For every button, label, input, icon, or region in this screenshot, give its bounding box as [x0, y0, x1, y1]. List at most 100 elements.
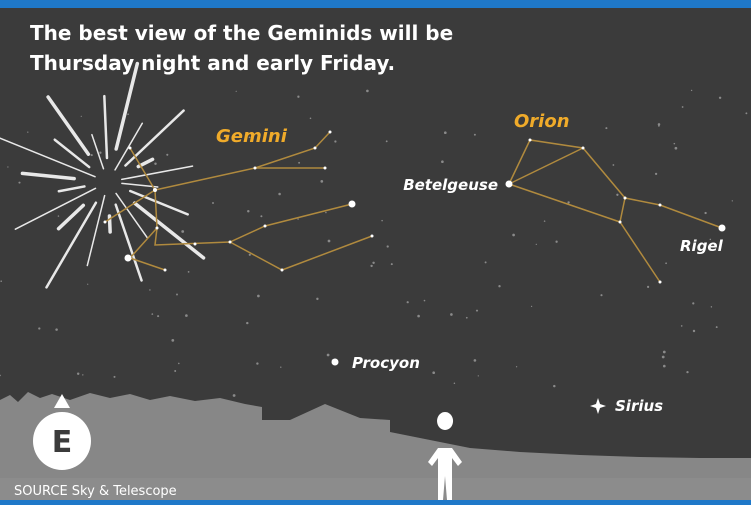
star: [659, 281, 662, 284]
background-star: [127, 113, 129, 115]
background-star: [485, 261, 487, 263]
star: [164, 269, 167, 272]
background-star: [260, 215, 262, 217]
background-star: [154, 163, 156, 165]
star: [129, 147, 132, 150]
background-star: [663, 365, 666, 368]
background-star: [58, 215, 59, 216]
background-star: [246, 322, 248, 324]
star: [529, 139, 532, 142]
title-line: Thursday night and early Friday.: [30, 51, 395, 75]
background-star: [233, 394, 236, 397]
background-star: [407, 301, 409, 303]
background-star: [366, 90, 369, 93]
background-star: [655, 173, 657, 175]
star-label: Procyon: [352, 354, 420, 372]
background-star: [370, 265, 372, 267]
star: [619, 221, 622, 224]
star-label: Betelgeuse: [403, 176, 498, 194]
background-star: [7, 166, 8, 167]
title-line: The best view of the Geminids will be: [30, 21, 453, 45]
background-star: [692, 302, 694, 304]
star: [264, 225, 267, 228]
background-star: [325, 212, 327, 214]
constellation-label: Orion: [514, 111, 570, 132]
background-star: [665, 262, 667, 264]
background-star: [181, 230, 184, 233]
star: [314, 147, 317, 150]
star: [371, 235, 374, 238]
background-star: [247, 210, 249, 212]
background-star: [316, 298, 318, 300]
background-star: [732, 200, 733, 201]
background-star: [466, 317, 468, 319]
background-star: [444, 131, 447, 134]
background-star: [149, 289, 150, 290]
background-star: [327, 354, 330, 357]
background-star: [0, 280, 2, 282]
star-label: Rigel: [680, 237, 724, 255]
star: [281, 269, 284, 272]
background-star: [681, 325, 683, 327]
background-star: [600, 294, 602, 296]
background-star: [663, 351, 666, 354]
star: [506, 181, 513, 188]
background-star: [87, 284, 88, 285]
background-star: [693, 330, 695, 332]
background-star: [381, 220, 383, 222]
background-star: [99, 152, 101, 154]
background-star: [658, 125, 660, 127]
background-star: [82, 374, 83, 375]
background-star: [662, 356, 665, 359]
star: [329, 131, 332, 134]
background-star: [675, 147, 678, 150]
background-star: [151, 313, 153, 315]
background-star: [77, 373, 79, 375]
background-star: [334, 140, 336, 142]
background-star: [555, 241, 557, 243]
star: [194, 243, 197, 246]
bottom-border: [0, 500, 751, 505]
background-star: [424, 300, 426, 302]
star: [624, 197, 627, 200]
source: SOURCE Sky & Telescope: [14, 484, 177, 499]
background-star: [297, 96, 299, 98]
star-label: Sirius: [615, 397, 663, 415]
background-star: [719, 97, 721, 99]
background-star: [516, 366, 517, 367]
background-star: [605, 127, 607, 129]
background-star: [691, 90, 692, 91]
background-star: [91, 154, 93, 156]
background-star: [674, 143, 676, 145]
background-star: [257, 295, 260, 298]
background-star: [553, 385, 555, 387]
background-star: [166, 154, 168, 156]
background-star: [81, 116, 82, 117]
background-star: [249, 254, 251, 256]
background-star: [613, 164, 615, 166]
background-star: [212, 202, 214, 204]
background-star: [328, 240, 331, 243]
background-star: [113, 376, 115, 378]
background-star: [474, 359, 477, 362]
star: [104, 221, 107, 224]
background-star: [498, 285, 500, 287]
background-star: [478, 375, 479, 376]
background-star: [176, 294, 178, 296]
star: [229, 241, 232, 244]
star: [125, 255, 132, 262]
background-star: [27, 131, 28, 132]
background-star: [188, 271, 190, 273]
background-star: [55, 328, 58, 331]
background-star: [280, 367, 281, 368]
background-star: [647, 286, 649, 288]
background-star: [544, 220, 546, 222]
background-star: [18, 182, 20, 184]
background-star: [256, 362, 258, 364]
top-border: [0, 0, 751, 8]
background-star: [686, 371, 688, 373]
background-star: [157, 315, 159, 317]
star: [659, 204, 662, 207]
background-star: [536, 244, 537, 245]
background-star: [372, 262, 374, 264]
